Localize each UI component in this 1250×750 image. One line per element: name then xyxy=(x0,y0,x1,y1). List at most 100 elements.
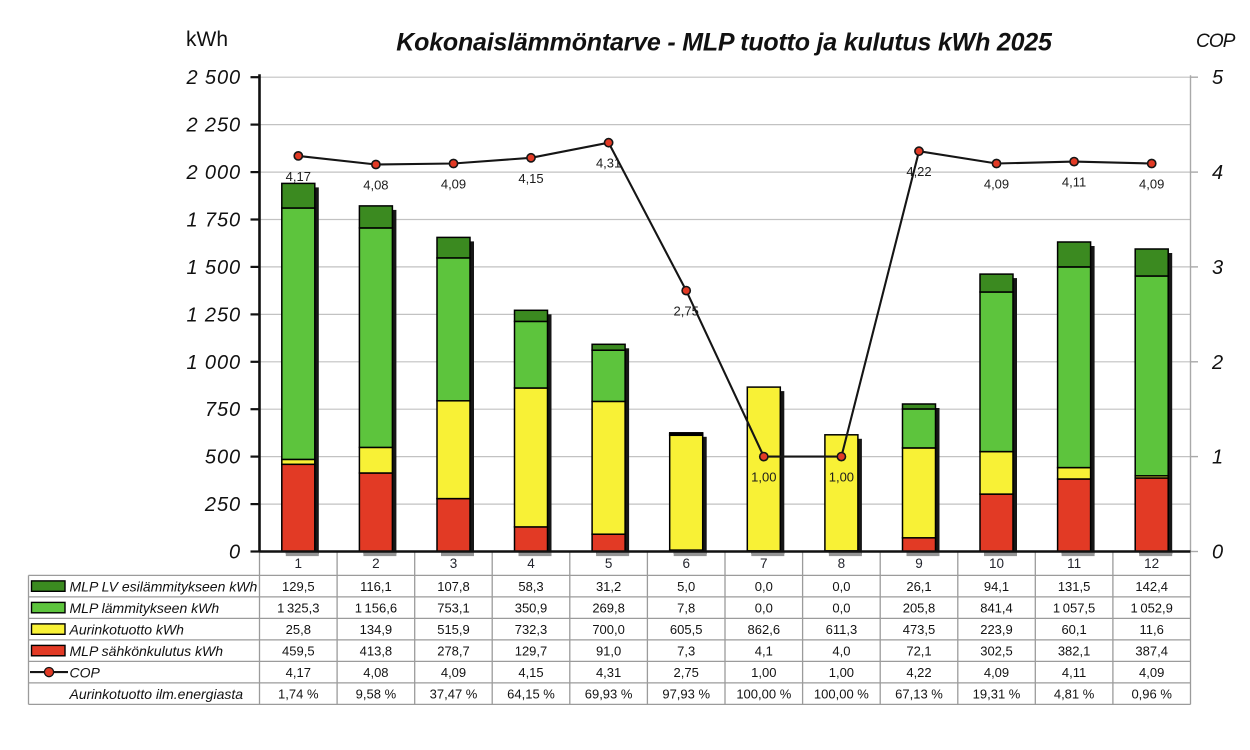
svg-text:4,11: 4,11 xyxy=(1062,665,1086,680)
svg-text:473,5: 473,5 xyxy=(903,622,936,637)
svg-text:0,96 %: 0,96 % xyxy=(1131,687,1172,702)
svg-text:37,47 %: 37,47 % xyxy=(430,687,478,702)
svg-text:4,22: 4,22 xyxy=(906,665,931,680)
svg-text:64,15 %: 64,15 % xyxy=(507,687,555,702)
svg-text:131,5: 131,5 xyxy=(1058,579,1091,594)
svg-text:841,4: 841,4 xyxy=(980,601,1013,616)
svg-text:1,00: 1,00 xyxy=(751,665,776,680)
svg-text:134,9: 134,9 xyxy=(360,622,393,637)
svg-text:1 057,5: 1 057,5 xyxy=(1053,601,1095,616)
svg-text:3: 3 xyxy=(1212,257,1223,279)
svg-text:129,5: 129,5 xyxy=(282,579,315,594)
svg-text:MLP lämmitykseen kWh: MLP lämmitykseen kWh xyxy=(70,600,220,616)
svg-text:31,2: 31,2 xyxy=(596,579,621,594)
svg-text:1 156,6: 1 156,6 xyxy=(355,601,397,616)
svg-text:4,31: 4,31 xyxy=(596,665,621,680)
svg-text:732,3: 732,3 xyxy=(515,622,548,637)
svg-text:11: 11 xyxy=(1067,556,1081,571)
svg-text:0: 0 xyxy=(229,542,241,564)
svg-text:25,8: 25,8 xyxy=(286,622,311,637)
svg-text:2: 2 xyxy=(1211,352,1223,374)
svg-text:500: 500 xyxy=(205,447,241,469)
svg-text:19,31 %: 19,31 % xyxy=(973,687,1021,702)
svg-text:1 325,3: 1 325,3 xyxy=(277,601,319,616)
svg-text:26,1: 26,1 xyxy=(906,579,931,594)
svg-text:4,15: 4,15 xyxy=(518,665,543,680)
svg-text:4,22: 4,22 xyxy=(906,164,931,179)
svg-text:4,81 %: 4,81 % xyxy=(1054,687,1095,702)
svg-text:97,93 %: 97,93 % xyxy=(662,687,710,702)
svg-text:0,0: 0,0 xyxy=(755,579,773,594)
svg-text:MLP sähkönkulutus kWh: MLP sähkönkulutus kWh xyxy=(70,643,224,659)
svg-text:COP: COP xyxy=(1196,31,1236,52)
svg-text:9,58 %: 9,58 % xyxy=(356,687,397,702)
svg-text:Aurinkotuotto kWh: Aurinkotuotto kWh xyxy=(69,621,185,637)
svg-text:2 500: 2 500 xyxy=(185,67,241,89)
svg-text:10: 10 xyxy=(989,556,1004,571)
svg-text:kWh: kWh xyxy=(186,28,228,51)
svg-text:116,1: 116,1 xyxy=(360,579,392,594)
svg-text:Aurinkotuotto ilm.energiasta: Aurinkotuotto ilm.energiasta xyxy=(69,686,244,702)
svg-text:1 500: 1 500 xyxy=(186,257,241,279)
svg-text:278,7: 278,7 xyxy=(437,644,470,659)
svg-text:4,1: 4,1 xyxy=(755,644,773,659)
svg-text:223,9: 223,9 xyxy=(980,622,1013,637)
svg-text:58,3: 58,3 xyxy=(518,579,543,594)
svg-text:0,0: 0,0 xyxy=(832,579,850,594)
svg-text:4,09: 4,09 xyxy=(984,665,1009,680)
svg-text:MLP LV esilämmitykseen kWh: MLP LV esilämmitykseen kWh xyxy=(70,578,258,594)
svg-text:Kokonaislämmöntarve - MLP tuot: Kokonaislämmöntarve - MLP tuotto ja kulu… xyxy=(396,29,1053,57)
svg-text:0,0: 0,0 xyxy=(755,601,773,616)
svg-text:4: 4 xyxy=(527,556,535,571)
svg-text:12: 12 xyxy=(1144,556,1159,571)
svg-text:2,75: 2,75 xyxy=(674,665,699,680)
svg-text:250: 250 xyxy=(204,494,241,516)
svg-text:5: 5 xyxy=(1212,67,1224,89)
svg-text:3: 3 xyxy=(450,556,458,571)
svg-text:5,0: 5,0 xyxy=(677,579,695,594)
svg-text:11,6: 11,6 xyxy=(1140,622,1164,637)
svg-text:4,11: 4,11 xyxy=(1062,175,1086,190)
svg-text:387,4: 387,4 xyxy=(1135,644,1168,659)
svg-text:459,5: 459,5 xyxy=(282,644,315,659)
svg-text:4,31: 4,31 xyxy=(596,156,621,171)
svg-text:1 052,9: 1 052,9 xyxy=(1131,601,1173,616)
svg-text:94,1: 94,1 xyxy=(984,579,1009,594)
svg-text:700,0: 700,0 xyxy=(592,622,625,637)
svg-text:302,5: 302,5 xyxy=(980,644,1013,659)
svg-text:6: 6 xyxy=(682,556,690,571)
svg-text:7,3: 7,3 xyxy=(677,644,695,659)
svg-text:2,75: 2,75 xyxy=(674,304,699,319)
svg-text:862,6: 862,6 xyxy=(748,622,781,637)
svg-text:7,8: 7,8 xyxy=(677,601,695,616)
svg-text:COP: COP xyxy=(70,664,101,680)
svg-text:7: 7 xyxy=(760,556,768,571)
svg-text:382,1: 382,1 xyxy=(1058,644,1091,659)
svg-text:1 000: 1 000 xyxy=(186,352,241,374)
svg-text:1: 1 xyxy=(295,556,303,571)
svg-text:1,00: 1,00 xyxy=(751,470,776,485)
svg-text:129,7: 129,7 xyxy=(515,644,548,659)
svg-text:605,5: 605,5 xyxy=(670,622,703,637)
svg-text:4,0: 4,0 xyxy=(832,644,850,659)
svg-text:60,1: 60,1 xyxy=(1061,622,1086,637)
svg-text:515,9: 515,9 xyxy=(437,622,470,637)
svg-text:1,74 %: 1,74 % xyxy=(278,687,319,702)
svg-text:0: 0 xyxy=(1212,542,1223,564)
svg-text:413,8: 413,8 xyxy=(360,644,393,659)
svg-text:753,1: 753,1 xyxy=(437,601,470,616)
svg-text:142,4: 142,4 xyxy=(1135,579,1168,594)
svg-text:4,17: 4,17 xyxy=(286,665,311,680)
svg-text:4,09: 4,09 xyxy=(1139,665,1164,680)
svg-text:4,09: 4,09 xyxy=(441,665,466,680)
svg-text:8: 8 xyxy=(838,556,846,571)
svg-text:4,09: 4,09 xyxy=(984,177,1009,192)
svg-text:4: 4 xyxy=(1212,162,1223,184)
svg-text:750: 750 xyxy=(205,399,241,421)
svg-text:4,08: 4,08 xyxy=(363,178,388,193)
svg-text:1 750: 1 750 xyxy=(186,210,241,232)
svg-text:4,08: 4,08 xyxy=(363,665,388,680)
svg-text:1,00: 1,00 xyxy=(829,665,854,680)
svg-text:1: 1 xyxy=(1212,447,1223,469)
svg-text:9: 9 xyxy=(915,556,923,571)
